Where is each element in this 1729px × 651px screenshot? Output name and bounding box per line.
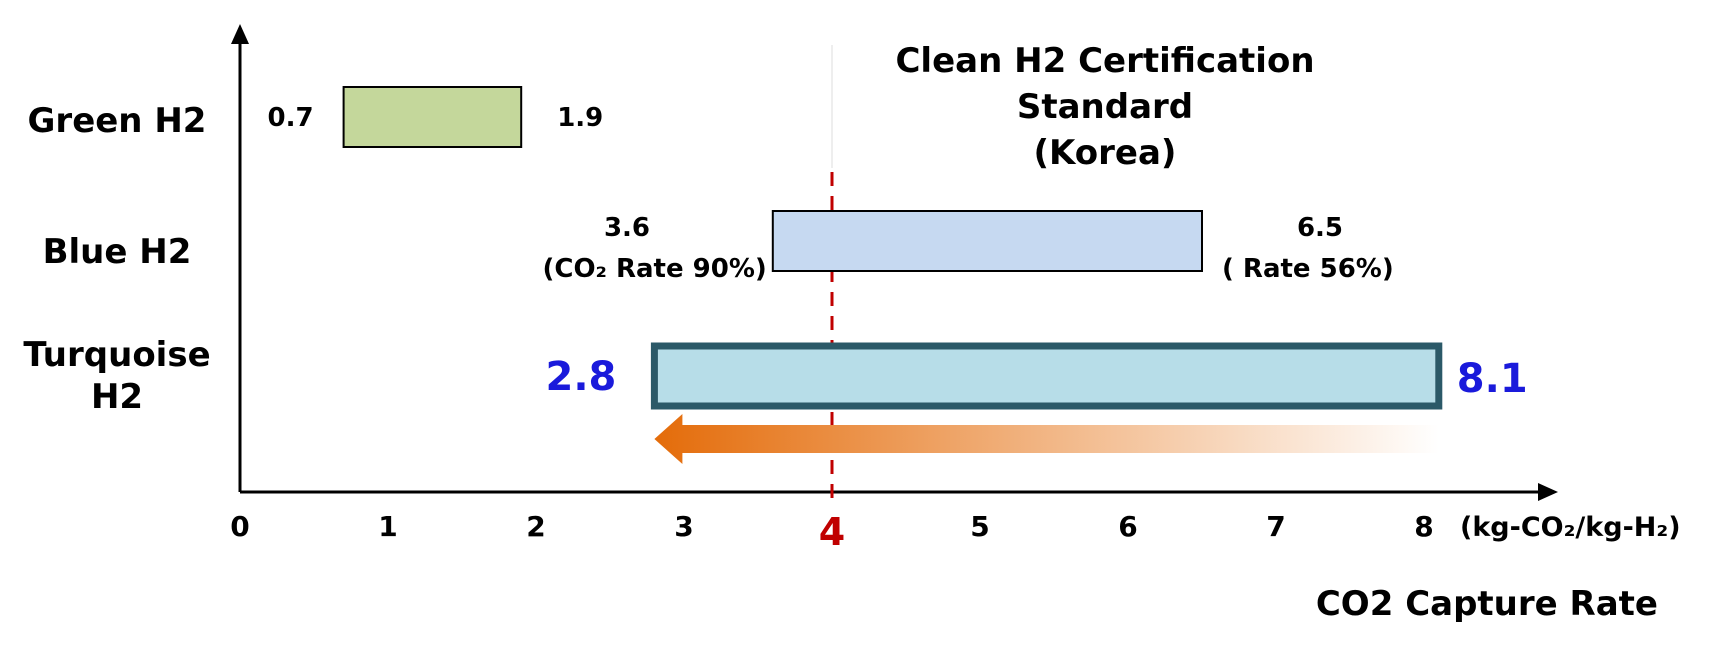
reference-title-line-2: (Korea)	[1034, 133, 1177, 173]
reference-title-line-0: Clean H2 Certification	[895, 41, 1314, 81]
value-sublabel-min-blue-h2: (CO₂ Rate 90%)	[542, 254, 766, 284]
x-axis-arrowhead	[1538, 483, 1558, 501]
reference-title-line-1: Standard	[1017, 87, 1193, 127]
category-label-blue-h2-0: Blue H2	[43, 232, 192, 272]
category-label-green-h2-0: Green H2	[28, 101, 207, 141]
value-label-min-turquoise-h2: 2.8	[546, 354, 617, 400]
x-tick-label-6: 6	[1118, 510, 1137, 543]
bar-blue-h2	[771, 210, 1203, 272]
bar-turquoise-h2	[650, 342, 1443, 410]
value-label-max-green-h2: 1.9	[557, 103, 603, 133]
x-tick-label-5: 5	[970, 510, 989, 543]
category-label-turquoise-h2-0: Turquoise	[23, 335, 210, 375]
x-tick-label-1: 1	[378, 510, 397, 543]
value-label-max-blue-h2: 6.5	[1297, 213, 1343, 243]
value-label-min-blue-h2: 3.6	[604, 213, 650, 243]
x-axis-unit-label: (kg-CO₂/kg-H₂)	[1460, 512, 1681, 543]
value-sublabel-max-blue-h2: ( Rate 56%)	[1222, 254, 1394, 284]
x-tick-label-3: 3	[674, 510, 693, 543]
x-tick-label-0: 0	[230, 510, 249, 543]
value-label-min-green-h2: 0.7	[268, 103, 314, 133]
x-tick-label-8: 8	[1414, 510, 1433, 543]
x-tick-label-2: 2	[526, 510, 545, 543]
category-label-turquoise-h2-1: H2	[91, 377, 143, 417]
value-label-max-turquoise-h2: 8.1	[1457, 356, 1528, 402]
bar-green-h2	[342, 86, 523, 148]
y-axis-arrowhead	[231, 24, 249, 44]
trend-arrow	[654, 414, 1439, 464]
footer-label: CO2 Capture Rate	[1316, 584, 1658, 624]
x-tick-label-4: 4	[819, 510, 845, 554]
x-tick-label-7: 7	[1266, 510, 1285, 543]
